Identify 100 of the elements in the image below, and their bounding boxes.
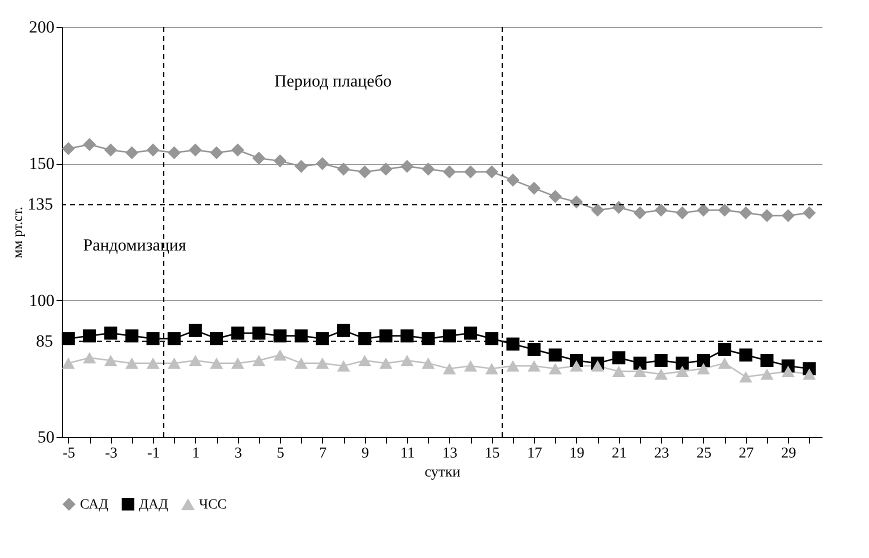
- point: [83, 352, 96, 364]
- point: [83, 329, 96, 342]
- point: [528, 343, 541, 356]
- point: [379, 329, 392, 342]
- point: [485, 363, 498, 374]
- annotation: Рандомизация: [83, 236, 186, 255]
- point: [188, 324, 202, 337]
- point: [528, 182, 541, 195]
- point: [400, 329, 414, 342]
- point: [570, 195, 583, 208]
- point: [570, 360, 583, 372]
- point: [316, 332, 329, 346]
- point: [337, 162, 350, 176]
- point: [802, 206, 816, 220]
- y-tick-label: 100: [29, 290, 54, 310]
- x-tick-label: 9: [361, 446, 369, 462]
- x-tick-label: 19: [569, 446, 584, 462]
- point: [464, 360, 478, 372]
- point: [654, 354, 668, 367]
- x-tick-label: 17: [527, 446, 543, 462]
- point: [506, 338, 520, 351]
- point: [760, 354, 774, 367]
- point: [358, 332, 372, 346]
- point: [400, 354, 414, 366]
- x-axis-title: сутки: [424, 464, 460, 480]
- point: [400, 160, 414, 173]
- point: [633, 356, 646, 370]
- point: [760, 368, 774, 380]
- point: [62, 142, 75, 156]
- annotation: Период плацебо: [274, 72, 392, 91]
- point: [358, 165, 372, 178]
- point: [506, 174, 520, 187]
- y-tick-label: 50: [38, 428, 54, 446]
- point: [252, 152, 266, 165]
- point: [612, 200, 626, 214]
- point: [696, 354, 710, 367]
- point: [104, 326, 118, 340]
- point: [591, 204, 604, 217]
- y-tick-label: 150: [29, 154, 54, 174]
- point: [506, 360, 520, 372]
- point: [548, 363, 562, 374]
- point: [337, 324, 350, 337]
- point: [316, 157, 329, 170]
- point: [442, 329, 456, 342]
- point: [802, 368, 816, 380]
- point: [676, 356, 689, 370]
- point: [168, 332, 181, 346]
- point: [62, 358, 75, 369]
- point: [274, 329, 287, 342]
- x-tick-label: 27: [738, 446, 754, 462]
- point: [188, 143, 202, 157]
- point: [337, 360, 350, 372]
- point: [83, 138, 96, 152]
- point: [442, 363, 456, 374]
- x-tick-label: 21: [612, 446, 627, 462]
- point: [696, 204, 710, 217]
- point: [633, 206, 646, 220]
- point: [210, 146, 224, 160]
- point: [294, 329, 308, 342]
- point: [422, 332, 435, 346]
- point: [210, 332, 224, 346]
- ref-line-label: 85: [36, 331, 53, 350]
- point: [210, 358, 224, 369]
- x-tick-label: 7: [319, 446, 328, 462]
- point: [62, 332, 75, 346]
- point: [718, 204, 732, 217]
- point: [146, 332, 160, 346]
- x-tick-label: 1: [192, 446, 200, 462]
- point: [168, 358, 181, 369]
- point: [442, 165, 456, 178]
- point: [782, 366, 795, 378]
- x-tick-label: 5: [276, 446, 284, 462]
- point: [188, 354, 202, 366]
- point: [274, 154, 287, 168]
- x-tick-label: 25: [696, 446, 712, 462]
- x-tick-label: 29: [781, 446, 796, 462]
- point: [168, 146, 181, 160]
- x-tick-label: 15: [484, 446, 500, 462]
- legend-label: ЧСС: [199, 498, 227, 513]
- x-tick-label: -3: [104, 446, 118, 462]
- point: [548, 348, 562, 362]
- point: [464, 326, 478, 340]
- point: [274, 349, 287, 361]
- point: [104, 354, 118, 366]
- x-tick-label: 23: [654, 446, 670, 462]
- point: [676, 206, 689, 220]
- point: [294, 160, 308, 173]
- point: [125, 358, 138, 369]
- point: [739, 371, 752, 383]
- y-axis-title: мм рт.ст.: [11, 206, 26, 258]
- point: [231, 326, 244, 340]
- point: [760, 209, 774, 222]
- x-tick-label: -5: [62, 446, 76, 462]
- point: [125, 146, 138, 160]
- point: [485, 332, 498, 346]
- point: [548, 190, 562, 203]
- x-tick-label: 11: [400, 446, 415, 462]
- point: [358, 354, 372, 366]
- y-tick-label: 200: [29, 18, 54, 36]
- point: [379, 358, 392, 369]
